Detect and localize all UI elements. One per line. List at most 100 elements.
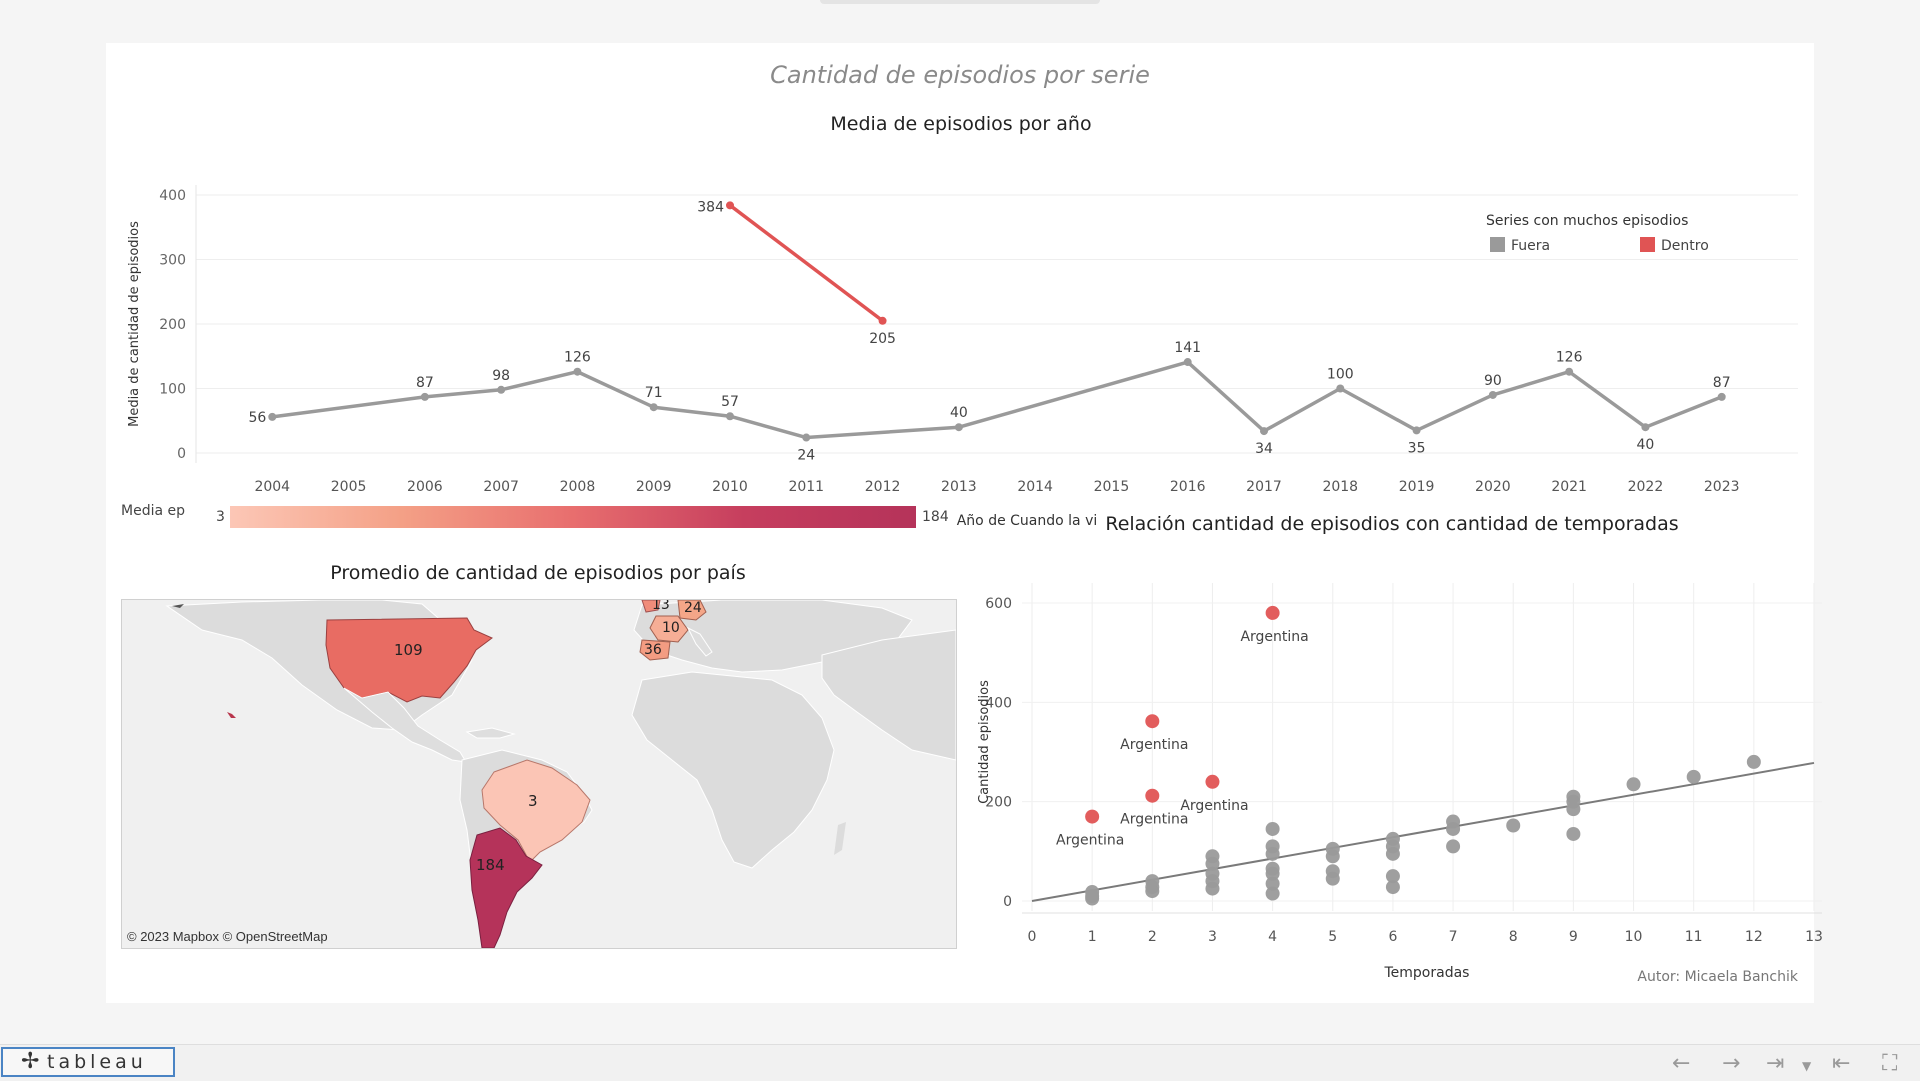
scatter-point — [1566, 789, 1581, 804]
line-point — [1336, 384, 1345, 393]
undo-icon[interactable]: ← — [1672, 1051, 1691, 1076]
scatter-point — [1746, 754, 1761, 769]
scatter-point — [1686, 769, 1701, 784]
map-land-italy — [686, 626, 713, 657]
redo-icon[interactable]: → — [1722, 1051, 1741, 1076]
line-legend-title: Series con muchos episodios — [1486, 213, 1688, 229]
map-country-uk — [641, 600, 661, 613]
line-y-tick: 200 — [159, 317, 186, 333]
revert-icon[interactable]: ⇥ — [1766, 1051, 1785, 1076]
scatter-x-tick: 2 — [1148, 929, 1157, 945]
map-scale-max: 184 — [922, 509, 949, 525]
map-country-spain — [639, 639, 671, 661]
line-legend-fuera: Fuera — [1511, 238, 1550, 254]
scatter-x-tick: 12 — [1745, 929, 1763, 945]
line-data-label: 71 — [645, 385, 663, 401]
country-map[interactable]: 109 3 184 13 24 10 36 © 2023 Mapbox © Op… — [121, 599, 957, 949]
scatter-point-label: Argentina — [1120, 812, 1188, 828]
map-land-caribbean — [465, 727, 516, 739]
line-point — [1717, 392, 1726, 401]
map-label-uk: 13 — [652, 600, 670, 613]
map-scale-min: 3 — [216, 509, 225, 525]
tableau-toolbar: ✢ tableau ← → ⇥ ▼ ⇤ ⛶ — [0, 1044, 1920, 1081]
line-data-label: 24 — [797, 448, 815, 464]
line-x-tick: 2023 — [1704, 479, 1740, 495]
fullscreen-icon[interactable]: ⛶ — [1882, 1051, 1898, 1076]
line-chart[interactable]: 0 100 200 300 400 2004 2005 2006 2007 2008 2009 201… — [106, 143, 1814, 583]
scatter-y-tick: 600 — [985, 596, 1012, 612]
line-data-label: 57 — [721, 394, 739, 410]
map-land-mexico — [343, 687, 467, 763]
scatter-chart[interactable]: 0 1 2 3 4 5 6 7 8 9 10 11 12 130200400600TemporadasCa… — [972, 543, 1832, 983]
map-country-usa — [325, 617, 493, 703]
map-chart-title: Promedio de cantidad de episodios por pa… — [330, 562, 746, 584]
line-point — [726, 201, 734, 210]
scatter-x-tick: 3 — [1208, 929, 1217, 945]
line-x-tick: 2015 — [1094, 479, 1130, 495]
line-data-label: 40 — [950, 405, 968, 421]
line-data-label: 35 — [1408, 440, 1426, 456]
scatter-point — [1205, 849, 1220, 864]
scatter-point — [1446, 814, 1461, 829]
line-x-tick: 2007 — [483, 479, 519, 495]
map-label-usa: 109 — [394, 641, 423, 659]
line-x-axis-label: Año de Cuando la vi — [957, 513, 1098, 529]
map-label-germany: 24 — [684, 600, 702, 616]
scatter-y-tick: 200 — [985, 795, 1012, 811]
line-point — [1565, 367, 1574, 376]
revert-dropdown-icon[interactable]: ▼ — [1802, 1059, 1812, 1073]
map-label-brazil: 3 — [528, 792, 538, 810]
scatter-point — [1325, 864, 1340, 879]
scatter-point — [1205, 774, 1220, 789]
scatter-x-tick: 10 — [1625, 929, 1643, 945]
scatter-point-label: Argentina — [1180, 798, 1248, 814]
line-series-dentro — [728, 203, 884, 323]
scatter-point-label: Argentina — [1240, 629, 1308, 645]
line-data-label: 34 — [1255, 441, 1273, 457]
scatter-point — [1145, 714, 1160, 729]
scatter-point — [1385, 869, 1400, 884]
scatter-point — [1385, 831, 1400, 846]
map-label-spain: 36 — [644, 642, 662, 658]
line-data-label: 384 — [697, 199, 724, 215]
scatter-x-tick: 5 — [1328, 929, 1337, 945]
scatter-x-tick: 0 — [1028, 929, 1037, 945]
line-series-fuera — [272, 360, 1723, 440]
scatter-y-tick: 0 — [1003, 894, 1012, 910]
top-tab — [820, 0, 1100, 4]
dashboard-title: Cantidad de episodios por serie — [770, 61, 1150, 89]
line-data-label: 87 — [1713, 375, 1731, 391]
scatter-x-axis-label: Temporadas — [1384, 965, 1470, 981]
line-y-tick: 400 — [159, 188, 186, 204]
line-x-tick: 2006 — [407, 479, 443, 495]
scatter-point — [1566, 826, 1581, 841]
line-point — [878, 316, 887, 325]
line-point — [954, 423, 963, 432]
line-data-label: 126 — [1556, 350, 1583, 366]
scatter-point — [1506, 818, 1521, 833]
reset-icon[interactable]: ⇤ — [1832, 1051, 1851, 1076]
line-point — [497, 385, 506, 394]
line-point — [268, 412, 277, 421]
line-x-tick: 2005 — [331, 479, 367, 495]
scatter-point — [1446, 839, 1461, 854]
line-data-label: 98 — [492, 368, 510, 384]
line-data-label: 100 — [1327, 367, 1354, 383]
scatter-point — [1265, 821, 1280, 836]
scatter-x-tick: 9 — [1569, 929, 1578, 945]
line-data-label: 90 — [1484, 373, 1502, 389]
line-point — [1488, 390, 1497, 399]
scatter-x-tick: 13 — [1805, 929, 1823, 945]
scatter-point — [1145, 788, 1160, 803]
map-land-africa — [631, 671, 835, 869]
scatter-x-tick: 7 — [1449, 929, 1458, 945]
scatter-point — [1085, 809, 1100, 824]
line-data-label: 56 — [248, 410, 266, 426]
map-label-france: 10 — [662, 620, 680, 636]
line-x-tick: 2012 — [865, 479, 901, 495]
line-x-tick: 2011 — [788, 479, 824, 495]
line-data-label: 126 — [564, 350, 591, 366]
map-label-argentina: 184 — [476, 856, 505, 874]
line-point — [726, 412, 734, 421]
tableau-logo-button[interactable]: ✢ tableau — [1, 1047, 175, 1077]
